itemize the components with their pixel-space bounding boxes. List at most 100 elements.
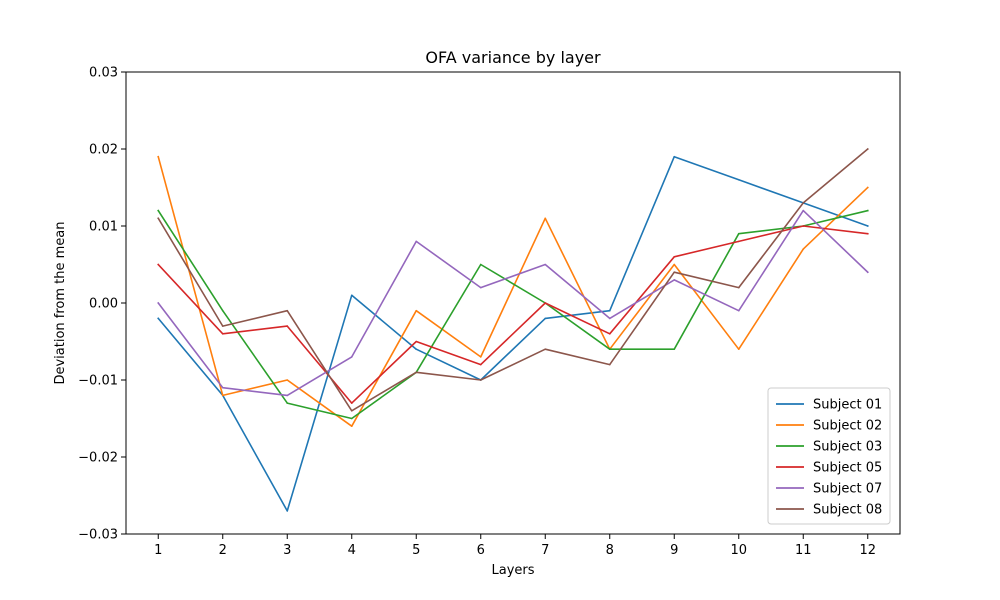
data-point	[415, 348, 418, 351]
data-point	[286, 325, 289, 327]
data-point	[866, 271, 869, 274]
data-point	[350, 294, 353, 297]
x-tick-label: 9	[670, 543, 678, 558]
data-point	[802, 202, 805, 204]
y-axis: −0.03 −0.02 −0.01 0.00 0.01 0.02 0.03	[78, 66, 126, 543]
data-point	[479, 363, 482, 366]
data-point	[157, 317, 160, 320]
series-line-subject-07	[157, 209, 869, 397]
x-tick-label: 12	[859, 543, 876, 558]
series-line-subject-03	[157, 209, 869, 420]
data-point	[157, 217, 160, 220]
legend-label: Subject 03	[813, 440, 882, 455]
series-line-subject-01	[157, 155, 869, 512]
data-point	[608, 317, 611, 320]
x-tick-label: 4	[348, 543, 356, 558]
data-point	[866, 148, 869, 150]
legend-label: Subject 05	[813, 461, 882, 476]
data-point	[479, 379, 482, 381]
legend-label: Subject 08	[813, 503, 882, 518]
data-point	[415, 240, 418, 243]
data-point	[544, 302, 547, 304]
data-point	[737, 286, 740, 289]
data-point	[479, 356, 482, 358]
y-tick-label: 0.03	[89, 66, 118, 81]
x-axis-label: Layers	[491, 563, 534, 578]
data-point	[673, 348, 676, 351]
data-point	[737, 240, 740, 243]
legend-label: Subject 01	[813, 398, 882, 413]
x-tick-label: 2	[219, 543, 227, 558]
data-point	[415, 371, 418, 374]
series-line-subject-08	[157, 147, 869, 412]
data-point	[737, 309, 740, 312]
data-point	[608, 309, 611, 312]
x-tick-label: 11	[795, 543, 812, 558]
data-point	[673, 263, 676, 266]
series-lines	[157, 147, 869, 512]
data-point	[350, 417, 353, 420]
y-tick-label: −0.02	[78, 451, 118, 466]
data-point	[479, 263, 482, 266]
data-point	[221, 309, 224, 312]
x-tick-label: 5	[412, 543, 420, 558]
x-axis: 1 2 3 4 5 6 7 8 9 10 11 12	[154, 534, 876, 558]
data-point	[802, 248, 805, 250]
data-point	[350, 425, 353, 428]
data-point	[286, 402, 289, 404]
legend: Subject 01 Subject 02 Subject 03 Subject 05…	[767, 387, 891, 525]
data-point	[157, 155, 160, 158]
data-point	[286, 309, 289, 312]
data-point	[866, 209, 869, 212]
y-tick-label: −0.03	[78, 528, 118, 543]
data-point	[286, 510, 289, 512]
x-tick-label: 10	[730, 543, 747, 558]
data-point	[286, 394, 289, 397]
legend-label: Subject 07	[813, 482, 882, 497]
data-point	[866, 225, 869, 227]
data-point	[221, 394, 224, 397]
data-point	[544, 217, 547, 220]
legend-label: Subject 02	[813, 419, 882, 434]
x-tick-label: 8	[606, 543, 614, 558]
data-point	[286, 379, 289, 381]
chart-title: OFA variance by layer	[425, 48, 601, 67]
data-point	[673, 271, 676, 274]
data-point	[737, 232, 740, 235]
data-point	[157, 263, 160, 266]
x-tick-label: 3	[283, 543, 291, 558]
data-point	[673, 155, 676, 158]
data-point	[737, 179, 740, 181]
y-tick-label: −0.01	[78, 374, 118, 389]
data-point	[221, 333, 224, 335]
y-tick-label: 0.02	[89, 143, 118, 158]
data-point	[479, 286, 482, 289]
x-tick-label: 6	[477, 543, 485, 558]
y-tick-label: 0.01	[89, 220, 118, 235]
x-tick-label: 7	[541, 543, 549, 558]
series-line-subject-05	[157, 225, 869, 404]
data-point	[608, 333, 611, 335]
data-point	[608, 363, 611, 366]
data-point	[544, 263, 547, 266]
data-point	[157, 302, 160, 304]
y-tick-label: 0.00	[89, 297, 118, 312]
data-point	[350, 402, 353, 404]
y-axis-label: Deviation from the mean	[53, 221, 68, 384]
data-point	[673, 279, 676, 281]
x-tick-label: 1	[154, 543, 162, 558]
data-point	[415, 309, 418, 312]
series-line-subject-02	[157, 155, 869, 428]
data-point	[157, 209, 160, 212]
data-point	[802, 225, 805, 227]
data-point	[350, 356, 353, 358]
data-point	[544, 317, 547, 320]
data-point	[673, 255, 676, 258]
data-point	[221, 325, 224, 327]
legend-box	[767, 387, 891, 525]
data-point	[802, 209, 805, 212]
data-point	[737, 348, 740, 351]
data-point	[221, 386, 224, 389]
data-point	[608, 348, 611, 351]
